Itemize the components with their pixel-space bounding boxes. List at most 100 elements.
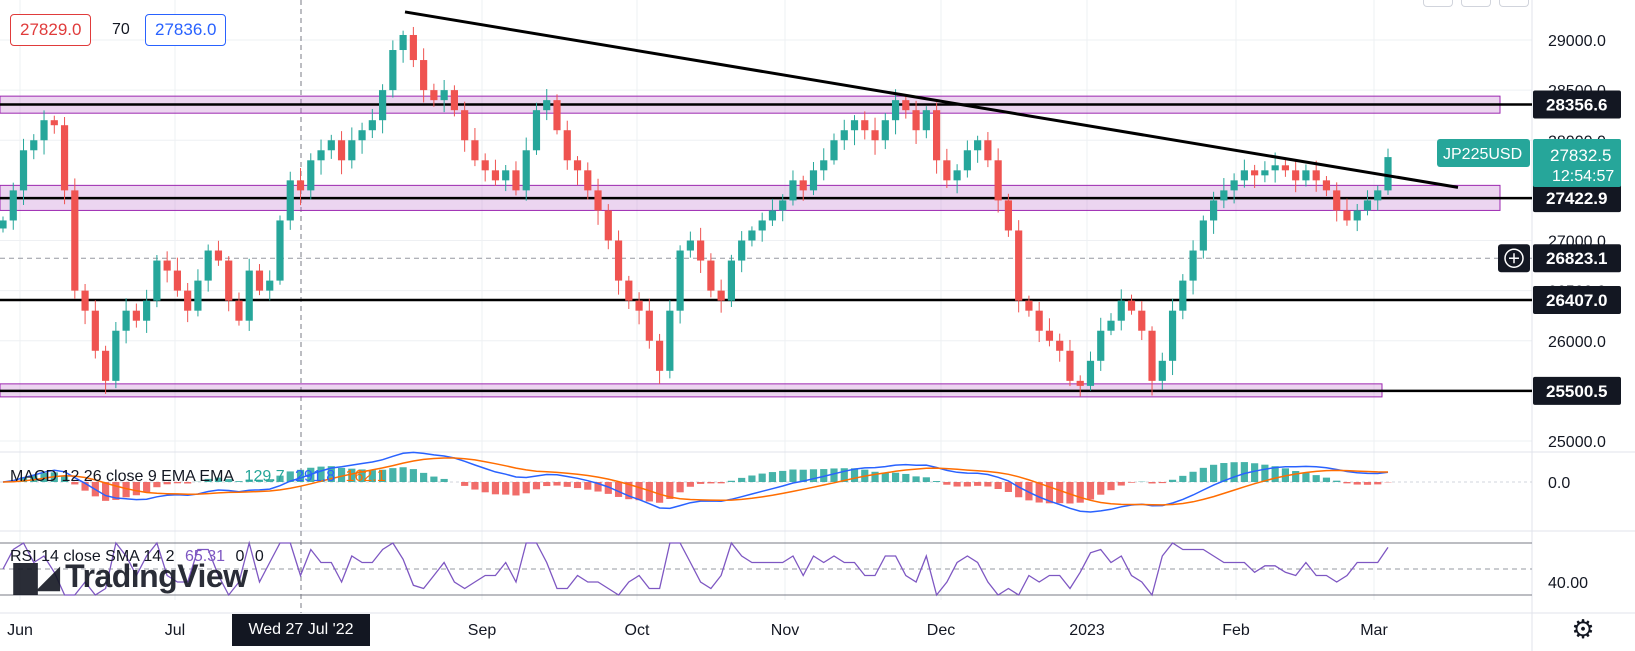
tradingview-logo: ▇◢ TradingView (14, 558, 248, 595)
macd-histogram-bar (686, 482, 694, 487)
gear-icon[interactable]: ⚙ (1571, 614, 1595, 644)
price-level-badge (1533, 244, 1621, 273)
macd-histogram-bar (1066, 482, 1074, 504)
candle-body (1189, 250, 1197, 281)
candle-body (430, 90, 438, 101)
toolbar-button[interactable] (1423, 0, 1453, 7)
candle-body (522, 150, 530, 191)
macd-histogram-bar (1312, 475, 1320, 482)
candle-body (471, 140, 479, 161)
candle-body (379, 90, 387, 121)
macd-histogram-bar (748, 475, 756, 482)
candle-body (132, 310, 140, 321)
symbol-badge (1437, 139, 1530, 168)
candle-body (1343, 210, 1351, 221)
macd-histogram-bar (286, 471, 294, 482)
macd-histogram-bar (163, 482, 171, 485)
candle-body (789, 180, 797, 201)
candle-body (840, 130, 848, 141)
candle-body (204, 250, 212, 281)
toolbar-button[interactable] (1461, 0, 1491, 7)
macd-histogram-bar (184, 482, 192, 484)
macd-histogram-bar (871, 471, 879, 482)
macd-legend[interactable]: MACD 12 26 close 9 EMA EMA 129.7 291.8 1… (10, 468, 392, 486)
candle-body (553, 100, 561, 131)
toolbar-button[interactable] (1499, 0, 1529, 7)
macd-histogram-bar (881, 472, 889, 482)
macd-histogram-bar (522, 482, 530, 494)
macd-histogram-bar (553, 482, 561, 486)
candle-body (727, 260, 735, 301)
macd-histogram-bar (625, 482, 633, 500)
macd-histogram-bar (1148, 482, 1156, 484)
macd-histogram-bar (656, 482, 664, 503)
macd-histogram-bar (204, 478, 212, 482)
macd-histogram-bar (502, 482, 510, 495)
candle-body (1261, 170, 1269, 176)
rsi-legend[interactable]: RSI 14 close SMA 14 2 65.31 0 0 (10, 548, 270, 566)
candle-body (337, 140, 346, 161)
candle-body (594, 190, 602, 211)
macd-histogram-bar (1230, 462, 1238, 482)
candle-body (286, 180, 294, 221)
price-level-badge (1533, 285, 1621, 314)
macd-histogram-bar (440, 478, 448, 482)
candle-body (697, 240, 705, 261)
time-axis-label: Oct (625, 622, 650, 639)
macd-histogram-bar (1363, 482, 1372, 485)
macd-histogram-bar (768, 472, 777, 482)
macd-histogram-bar (799, 469, 807, 482)
candle-body (122, 310, 130, 331)
plus-circle-icon (1504, 248, 1524, 268)
macd-histogram-bar (830, 468, 838, 482)
macd-histogram-bar (820, 469, 828, 482)
macd-histogram-bar (727, 480, 735, 482)
macd-histogram-bar (327, 466, 335, 482)
macd-histogram-bar (1210, 464, 1218, 482)
macd-histogram-bar (922, 477, 930, 482)
price-level-text: 26407.0 (1546, 291, 1607, 310)
macd-histogram-bar (1271, 466, 1279, 482)
candle-body (820, 160, 828, 171)
macd-histogram-bar (81, 482, 89, 491)
time-axis-label: Jun (7, 622, 33, 639)
candle-body (1035, 310, 1043, 331)
price-level-badge (1533, 184, 1621, 213)
macd-histogram-bar (173, 482, 181, 484)
candle-body (912, 110, 920, 131)
candle-body (19, 150, 28, 191)
candle-body (1148, 330, 1156, 381)
macd-histogram-bar (1333, 480, 1341, 482)
rsi-title: RSI 14 close SMA 14 2 (10, 548, 175, 565)
candle-body (143, 300, 151, 321)
macd-histogram-bar (1097, 482, 1105, 495)
time-axis-label: Sep (468, 622, 497, 639)
macd-histogram-bar (1302, 472, 1310, 482)
buy-price-box[interactable]: 27836.0 (145, 14, 227, 46)
candle-body (1127, 300, 1136, 311)
rsi-value-2: 0 (235, 548, 245, 565)
candle-body (943, 160, 951, 181)
macd-signal-line (2, 457, 1389, 506)
macd-histogram-bar (1045, 482, 1054, 504)
candle-body (1097, 330, 1105, 361)
candle-body (245, 270, 253, 321)
candle-body (327, 140, 335, 151)
macd-histogram-bar (532, 482, 541, 490)
candle-body (573, 160, 582, 171)
macd-histogram-bar (1107, 482, 1115, 491)
macd-histogram-bar (1292, 471, 1300, 482)
candle-body (1302, 170, 1310, 181)
rsi-line (2, 540, 1389, 597)
sell-price-box[interactable]: 27829.0 (10, 14, 92, 46)
candle-body (758, 220, 766, 231)
macd-histogram-bar (676, 482, 684, 493)
price-level-badge (1533, 376, 1621, 405)
macd-histogram-bar (635, 482, 643, 501)
candle-body (994, 160, 1002, 201)
candle-body (850, 120, 859, 131)
macd-histogram-bar (584, 482, 592, 490)
candle-body (1220, 190, 1228, 201)
candle-body (0, 220, 7, 229)
